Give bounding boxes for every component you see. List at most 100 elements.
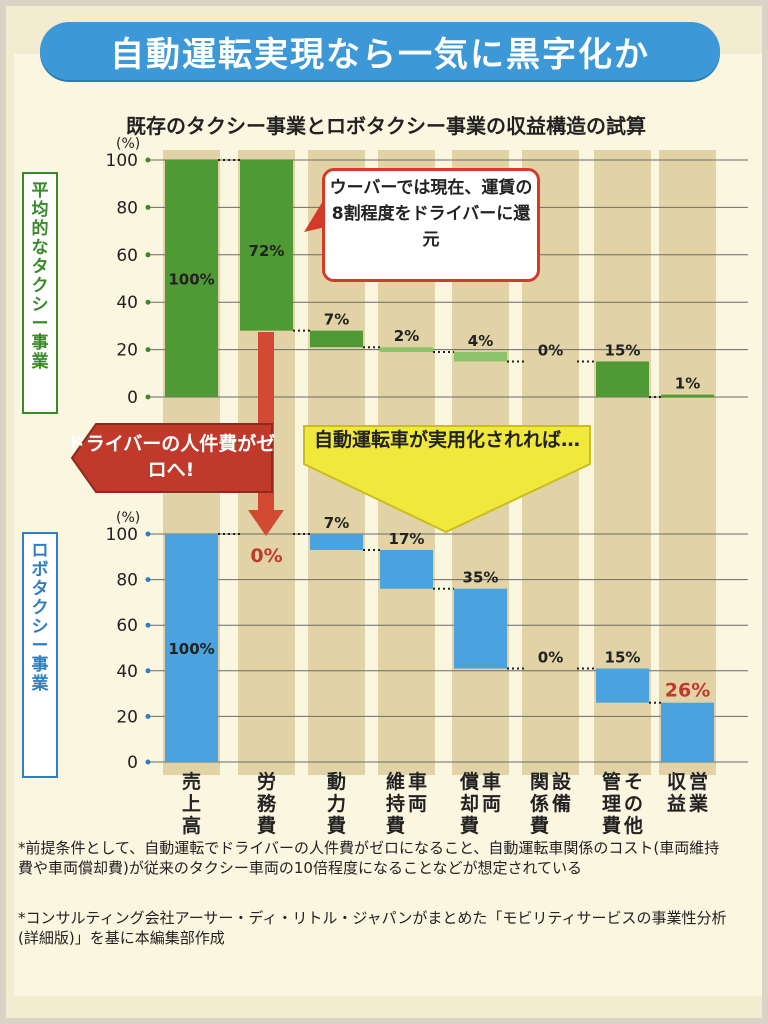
- top-value-label-5: 4%: [468, 332, 493, 350]
- x-axis-char: 費: [530, 814, 549, 837]
- x-axis-label-2: 労務費: [257, 770, 277, 837]
- x-axis-char: の: [624, 793, 643, 815]
- x-axis-char: 理: [602, 793, 621, 815]
- x-axis-char: 高: [182, 814, 201, 837]
- x-axis-char: 力: [327, 792, 346, 815]
- x-axis-char: 他: [623, 814, 643, 837]
- x-axis-char: 償: [459, 770, 479, 793]
- top-tick-dot-40: [145, 299, 151, 305]
- x-axis-char: 費: [386, 814, 405, 837]
- top-bar-1: [165, 160, 218, 397]
- bottom-tick-dot-100: [145, 531, 151, 537]
- x-axis-char: そ: [624, 771, 643, 793]
- top-value-label-7: 15%: [605, 341, 641, 359]
- x-axis-char: 費: [257, 814, 276, 837]
- top-value-label-1: 100%: [168, 271, 214, 289]
- x-axis-char: 車: [408, 770, 427, 793]
- bottom-value-label-2: 0%: [250, 545, 282, 567]
- x-axis-char: 維: [386, 770, 405, 793]
- bottom-tick-label-20: 20: [116, 707, 138, 727]
- top-unit-label: (%): [116, 136, 140, 152]
- top-tick-label-60: 60: [116, 246, 138, 266]
- top-tick-label-20: 20: [116, 341, 138, 361]
- top-value-label-3: 7%: [324, 311, 349, 329]
- x-axis-char: 営: [689, 770, 708, 793]
- x-axis-char: 労: [257, 770, 276, 793]
- top-tick-dot-80: [145, 204, 151, 210]
- bottom-bar-1: [165, 534, 218, 762]
- top-bar-2: [240, 160, 293, 331]
- bottom-value-label-3: 7%: [324, 514, 349, 532]
- x-axis-char: 両: [408, 793, 427, 815]
- x-axis-char: 費: [460, 814, 479, 837]
- x-axis-char: 売: [182, 770, 201, 793]
- x-axis-char: 車: [482, 770, 501, 793]
- top-tick-dot-60: [145, 252, 151, 258]
- top-bar-5: [454, 351, 507, 362]
- x-axis-char: 両: [482, 793, 501, 815]
- footnote-source: *コンサルティング会社アーサー・ディ・リトル・ジャパンがまとめた「モビリティサー…: [18, 909, 727, 947]
- top-tick-label-100: 100: [106, 151, 138, 171]
- bottom-value-label-6: 0%: [538, 649, 563, 667]
- red-arrow-head: [248, 510, 284, 536]
- bottom-bar-7: [596, 668, 649, 703]
- driver-cost-callout: ドライバーの人件費がゼロへ!: [66, 433, 276, 481]
- page-title: 自動運転実現なら一気に黒字化か: [40, 22, 720, 80]
- top-tick-label-40: 40: [116, 293, 138, 313]
- top-bar-3: [310, 330, 363, 348]
- driver-cost-callout-shape: [70, 423, 273, 493]
- x-axis-char: 却: [460, 793, 479, 815]
- bottom-value-label-8: 26%: [665, 680, 710, 702]
- bottom-unit-label: (%): [116, 510, 140, 526]
- top-panel-label: 平均的なタクシー事業: [22, 172, 58, 414]
- x-axis-char: 関: [530, 771, 549, 793]
- top-value-label-6: 0%: [538, 341, 563, 359]
- bottom-value-label-5: 35%: [463, 569, 499, 587]
- autonomous-callout-shape: [303, 425, 591, 534]
- top-tick-label-0: 0: [127, 388, 138, 408]
- bottom-bar-3: [310, 534, 363, 550]
- bottom-tick-label-80: 80: [116, 571, 138, 591]
- bottom-bar-8: [661, 702, 714, 762]
- top-tick-dot-100: [145, 157, 151, 163]
- bottom-tick-label-100: 100: [106, 525, 138, 545]
- top-bar-7: [596, 361, 649, 397]
- top-tick-label-80: 80: [116, 198, 138, 218]
- bottom-tick-dot-60: [145, 622, 151, 628]
- x-axis-char: 収: [667, 771, 687, 793]
- top-value-label-2: 72%: [249, 242, 285, 260]
- x-axis-char: 持: [386, 792, 405, 815]
- x-axis-char: 動: [327, 771, 346, 793]
- x-axis-char: 備: [552, 792, 571, 815]
- top-bar-4: [380, 347, 433, 352]
- x-axis-char: 設: [552, 770, 572, 793]
- x-axis-label-3: 動力費: [327, 771, 346, 837]
- bottom-tick-dot-40: [145, 668, 151, 674]
- bottom-tick-dot-80: [145, 577, 151, 583]
- top-tick-dot-20: [145, 347, 151, 353]
- top-value-label-4: 2%: [394, 327, 419, 345]
- bottom-bar-5: [454, 588, 507, 669]
- x-axis-char: 益: [667, 792, 686, 815]
- uber-callout: ウーバーでは現在、運賃の8割程度をドライバーに還元: [322, 168, 540, 282]
- x-axis-char: 上: [182, 793, 201, 815]
- x-axis-label-5: 車両償却費: [459, 770, 501, 837]
- top-value-label-8: 1%: [675, 375, 700, 393]
- x-axis-char: 管: [602, 770, 621, 793]
- bottom-tick-dot-0: [145, 759, 151, 765]
- x-axis-label-1: 売上高: [182, 770, 201, 837]
- x-axis-char: 費: [327, 814, 346, 837]
- x-axis-char: 費: [602, 814, 621, 837]
- footnote-assumptions: *前提条件として、自動運転でドライバーの人件費がゼロになること、自動運転車関係の…: [18, 839, 720, 877]
- x-axis-label-4: 車両維持費: [386, 770, 427, 837]
- chart-subtitle: 既存のタクシー事業とロボタクシー事業の収益構造の試算: [126, 114, 646, 138]
- bottom-value-label-7: 15%: [605, 649, 641, 667]
- bottom-value-label-1: 100%: [168, 640, 214, 658]
- bottom-tick-label-60: 60: [116, 616, 138, 636]
- bottom-tick-dot-20: [145, 713, 151, 719]
- top-bar-8: [661, 394, 714, 398]
- x-axis-char: 係: [530, 792, 549, 815]
